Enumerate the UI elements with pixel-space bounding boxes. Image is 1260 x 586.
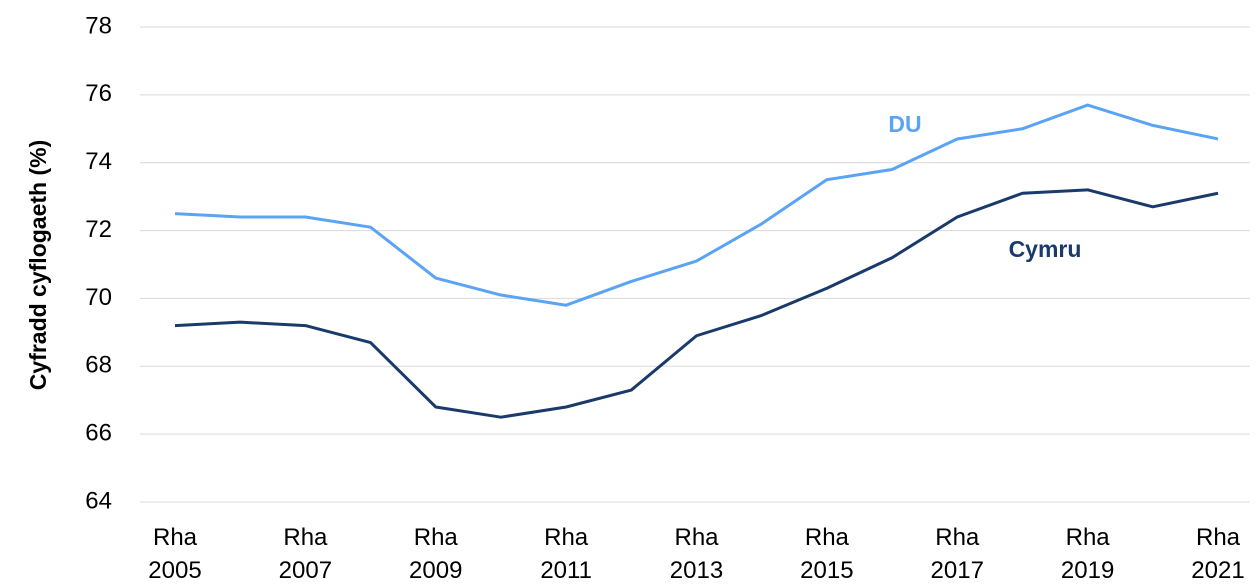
line — [174, 188, 1219, 419]
series-label: Cymru — [1009, 236, 1082, 262]
x-tick-label: Rha 2015 — [800, 524, 853, 584]
y-tick-label: 72 — [85, 216, 112, 243]
series-label: DU — [888, 111, 921, 137]
x-tick-label: Rha 2017 — [931, 524, 984, 584]
x-tick-label: Rha 2007 — [279, 524, 332, 584]
x-tick-label: Rha 2011 — [540, 524, 592, 584]
y-tick-label: 68 — [85, 352, 112, 379]
x-tick-label: Rha 2019 — [1061, 524, 1114, 584]
y-tick-label: 66 — [85, 419, 112, 446]
y-tick-label: 70 — [85, 284, 112, 311]
x-tick-label: Rha 2009 — [409, 524, 462, 584]
y-tick-label: 76 — [85, 80, 112, 107]
y-tick-label: 74 — [85, 148, 112, 175]
x-tick-label: Rha 2005 — [148, 524, 201, 584]
line — [174, 103, 1219, 307]
x-tick-label: Rha 2021 — [1191, 524, 1244, 584]
x-tick-label: Rha 2013 — [670, 524, 723, 584]
y-axis-label: Cyfradd cyflogaeth (%) — [25, 140, 51, 390]
y-tick-label: 78 — [85, 12, 112, 39]
y-tick-label: 64 — [85, 487, 112, 514]
